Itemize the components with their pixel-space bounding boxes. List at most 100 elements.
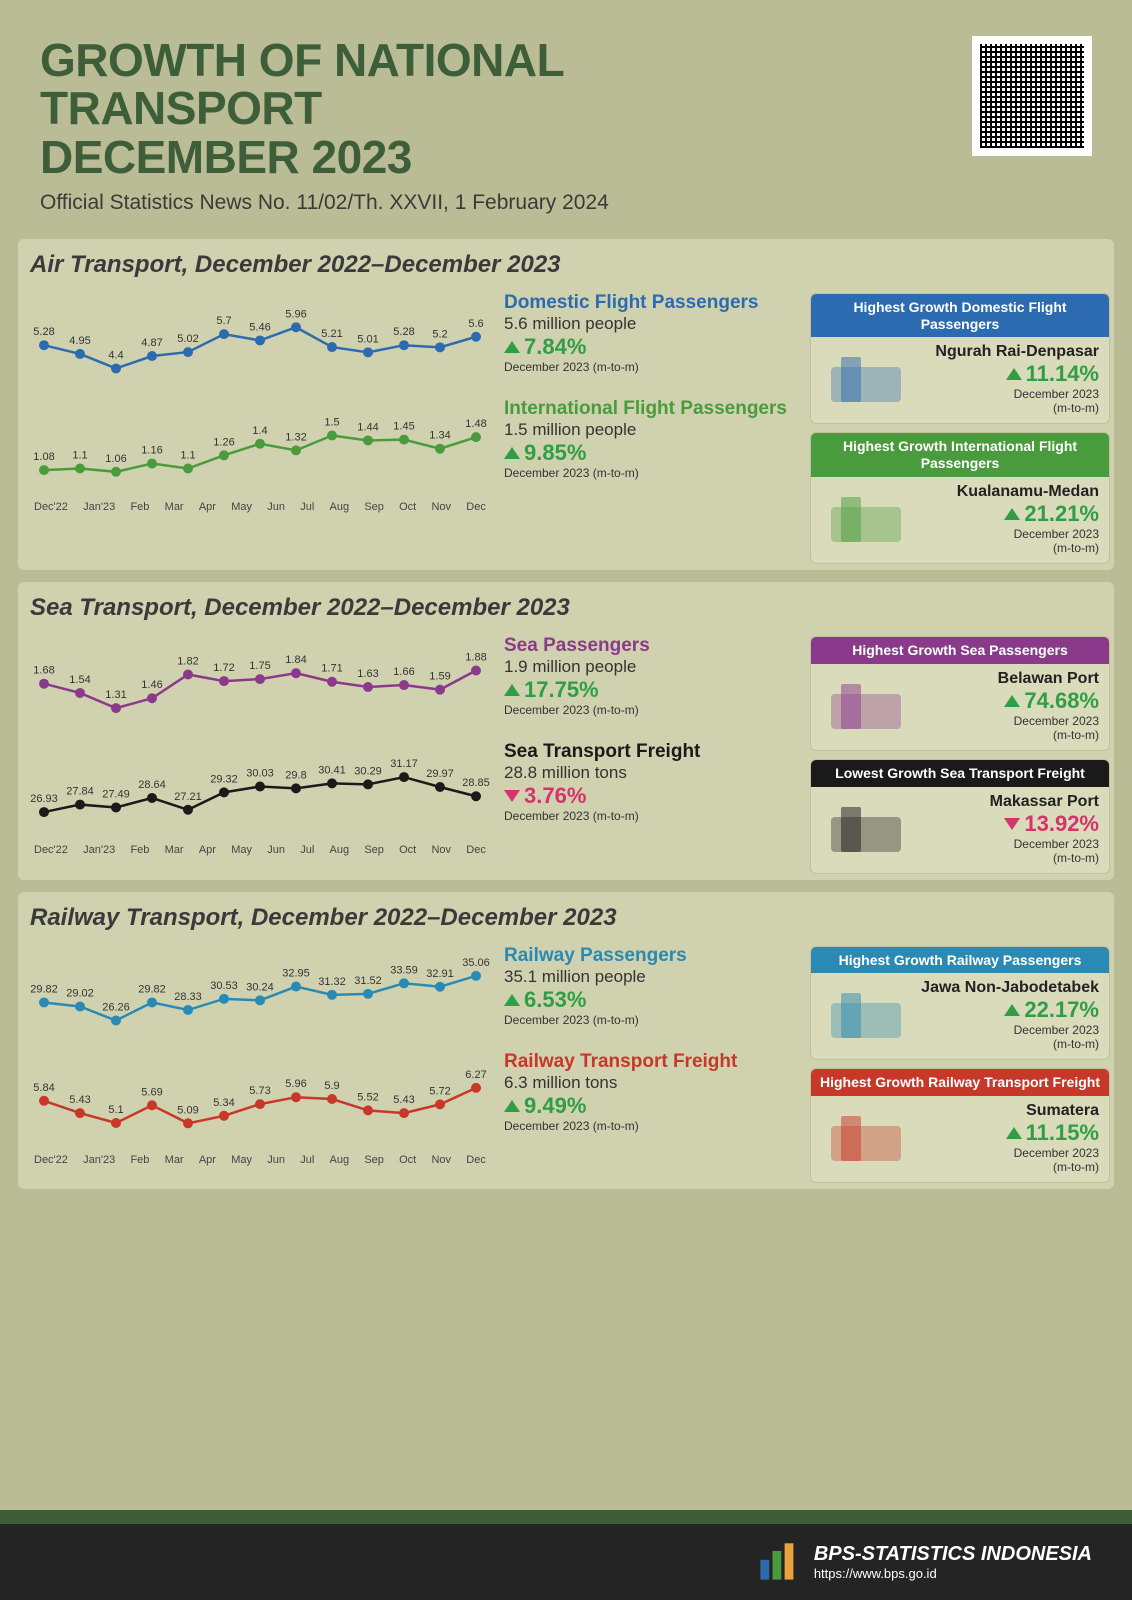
section: Sea Transport, December 2022–December 20…	[18, 582, 1114, 880]
svg-text:5.6: 5.6	[468, 318, 483, 330]
summary-note: December 2023 (m-to-m)	[504, 360, 798, 374]
svg-text:1.46: 1.46	[141, 679, 162, 691]
section-side: Highest Growth Sea Passengers Belawan Po…	[810, 636, 1110, 874]
svg-text:29.8: 29.8	[285, 769, 306, 781]
section-side: Highest Growth Railway Passengers Jawa N…	[810, 946, 1110, 1184]
svg-text:31.52: 31.52	[354, 974, 382, 986]
summary-rail_pass: Railway Passengers 35.1 million people 6…	[498, 946, 798, 1046]
svg-text:1.44: 1.44	[357, 421, 378, 433]
svg-text:27.21: 27.21	[174, 791, 202, 803]
line-chart-international: 1.081.11.061.161.11.261.41.321.51.441.45…	[30, 399, 490, 499]
side-pct: 74.68%	[911, 688, 1099, 714]
summary-pct: 3.76%	[504, 783, 798, 809]
side-card: Highest Growth Railway Transport Freight…	[810, 1068, 1110, 1183]
side-pct: 11.14%	[911, 361, 1099, 387]
x-axis-labels: Dec'22Jan'23FebMarAprMayJunJulAugSepOctN…	[30, 1154, 490, 1166]
svg-text:1.68: 1.68	[33, 665, 54, 677]
svg-text:31.32: 31.32	[318, 976, 346, 988]
summary-note: December 2023 (m-to-m)	[504, 1013, 798, 1027]
svg-text:29.32: 29.32	[210, 773, 238, 785]
section: Railway Transport, December 2022–Decembe…	[18, 892, 1114, 1190]
section-title: Sea Transport, December 2022–December 20…	[30, 594, 1110, 622]
svg-text:1.1: 1.1	[180, 449, 195, 461]
x-axis-labels: Dec'22Jan'23FebMarAprMayJunJulAugSepOctN…	[30, 844, 490, 856]
svg-text:5.46: 5.46	[249, 321, 270, 333]
side-card: Highest Growth Sea Passengers Belawan Po…	[810, 636, 1110, 751]
side-card-header: Highest Growth Sea Passengers	[811, 637, 1109, 664]
location-icon	[821, 983, 911, 1043]
summary-pct: 9.49%	[504, 1093, 798, 1119]
svg-text:1.16: 1.16	[141, 444, 162, 456]
footer-url: https://www.bps.go.id	[814, 1566, 1092, 1581]
line-chart-sea_pass: 1.681.541.311.461.821.721.751.841.711.63…	[30, 636, 490, 736]
svg-text:5.21: 5.21	[321, 328, 342, 340]
side-card-header: Highest Growth Domestic Flight Passenger…	[811, 294, 1109, 338]
section-left: 1.681.541.311.461.821.721.751.841.711.63…	[30, 636, 800, 874]
svg-text:26.93: 26.93	[30, 793, 58, 805]
summary-value: 1.9 million people	[504, 657, 798, 677]
svg-text:4.4: 4.4	[108, 349, 123, 361]
svg-text:27.49: 27.49	[102, 789, 130, 801]
summary-value: 35.1 million people	[504, 967, 798, 987]
location-icon	[821, 674, 911, 734]
svg-text:1.66: 1.66	[393, 666, 414, 678]
svg-text:1.48: 1.48	[465, 418, 486, 430]
svg-text:1.84: 1.84	[285, 654, 306, 666]
section-left: 5.284.954.44.875.025.75.465.965.215.015.…	[30, 293, 800, 564]
svg-text:5.72: 5.72	[429, 1085, 450, 1097]
svg-text:4.95: 4.95	[69, 335, 90, 347]
svg-text:1.5: 1.5	[324, 416, 339, 428]
line-chart-rail_freight: 5.845.435.15.695.095.345.735.965.95.525.…	[30, 1052, 490, 1152]
svg-text:27.84: 27.84	[66, 786, 94, 798]
location-icon	[821, 347, 911, 407]
section-side: Highest Growth Domestic Flight Passenger…	[810, 293, 1110, 564]
svg-text:32.91: 32.91	[426, 967, 454, 979]
svg-text:28.64: 28.64	[138, 779, 166, 791]
side-card-header: Lowest Growth Sea Transport Freight	[811, 760, 1109, 787]
svg-text:1.32: 1.32	[285, 431, 306, 443]
summary-international: International Flight Passengers 1.5 mill…	[498, 399, 798, 513]
svg-text:33.59: 33.59	[390, 964, 418, 976]
svg-text:5.96: 5.96	[285, 308, 306, 320]
svg-text:32.95: 32.95	[282, 967, 310, 979]
section-left: 29.8229.0226.2629.8228.3330.5330.2432.95…	[30, 946, 800, 1184]
svg-text:1.82: 1.82	[177, 656, 198, 668]
svg-text:1.08: 1.08	[33, 451, 54, 463]
svg-text:5.9: 5.9	[324, 1080, 339, 1092]
svg-text:35.06: 35.06	[462, 957, 490, 969]
summary-rail_freight: Railway Transport Freight 6.3 million to…	[498, 1052, 798, 1166]
location-icon	[821, 487, 911, 547]
svg-text:5.96: 5.96	[285, 1078, 306, 1090]
line-chart-sea_freight: 26.9327.8427.4928.6427.2129.3230.0329.83…	[30, 742, 490, 842]
location-icon	[821, 1106, 911, 1166]
svg-text:1.26: 1.26	[213, 436, 234, 448]
side-pct: 21.21%	[911, 501, 1099, 527]
svg-text:5.7: 5.7	[216, 315, 231, 327]
section: Air Transport, December 2022–December 20…	[18, 239, 1114, 570]
svg-text:5.01: 5.01	[357, 333, 378, 345]
svg-text:1.75: 1.75	[249, 660, 270, 672]
svg-text:5.28: 5.28	[393, 326, 414, 338]
page-title: GROWTH OF NATIONAL TRANSPORT DECEMBER 20…	[40, 36, 1092, 181]
svg-text:5.34: 5.34	[213, 1096, 234, 1108]
side-card-header: Highest Growth International Flight Pass…	[811, 433, 1109, 477]
summary-title: Sea Passengers	[504, 636, 798, 657]
svg-text:30.24: 30.24	[246, 981, 274, 993]
summary-note: December 2023 (m-to-m)	[504, 1119, 798, 1133]
svg-text:5.1: 5.1	[108, 1104, 123, 1116]
side-pct: 11.15%	[911, 1120, 1099, 1146]
svg-text:5.52: 5.52	[357, 1091, 378, 1103]
summary-note: December 2023 (m-to-m)	[504, 703, 798, 717]
summary-title: Railway Passengers	[504, 946, 798, 967]
summary-pct: 7.84%	[504, 334, 798, 360]
side-card-header: Highest Growth Railway Transport Freight	[811, 1069, 1109, 1096]
svg-text:26.26: 26.26	[102, 1001, 130, 1013]
summary-sea_freight: Sea Transport Freight 28.8 million tons …	[498, 742, 798, 856]
summary-note: December 2023 (m-to-m)	[504, 466, 798, 480]
header: GROWTH OF NATIONAL TRANSPORT DECEMBER 20…	[0, 0, 1132, 233]
qr-code-icon	[972, 36, 1092, 156]
svg-text:1.72: 1.72	[213, 662, 234, 674]
line-chart-rail_pass: 29.8229.0226.2629.8228.3330.5330.2432.95…	[30, 946, 490, 1046]
side-card: Highest Growth Domestic Flight Passenger…	[810, 293, 1110, 425]
svg-text:29.02: 29.02	[66, 987, 94, 999]
